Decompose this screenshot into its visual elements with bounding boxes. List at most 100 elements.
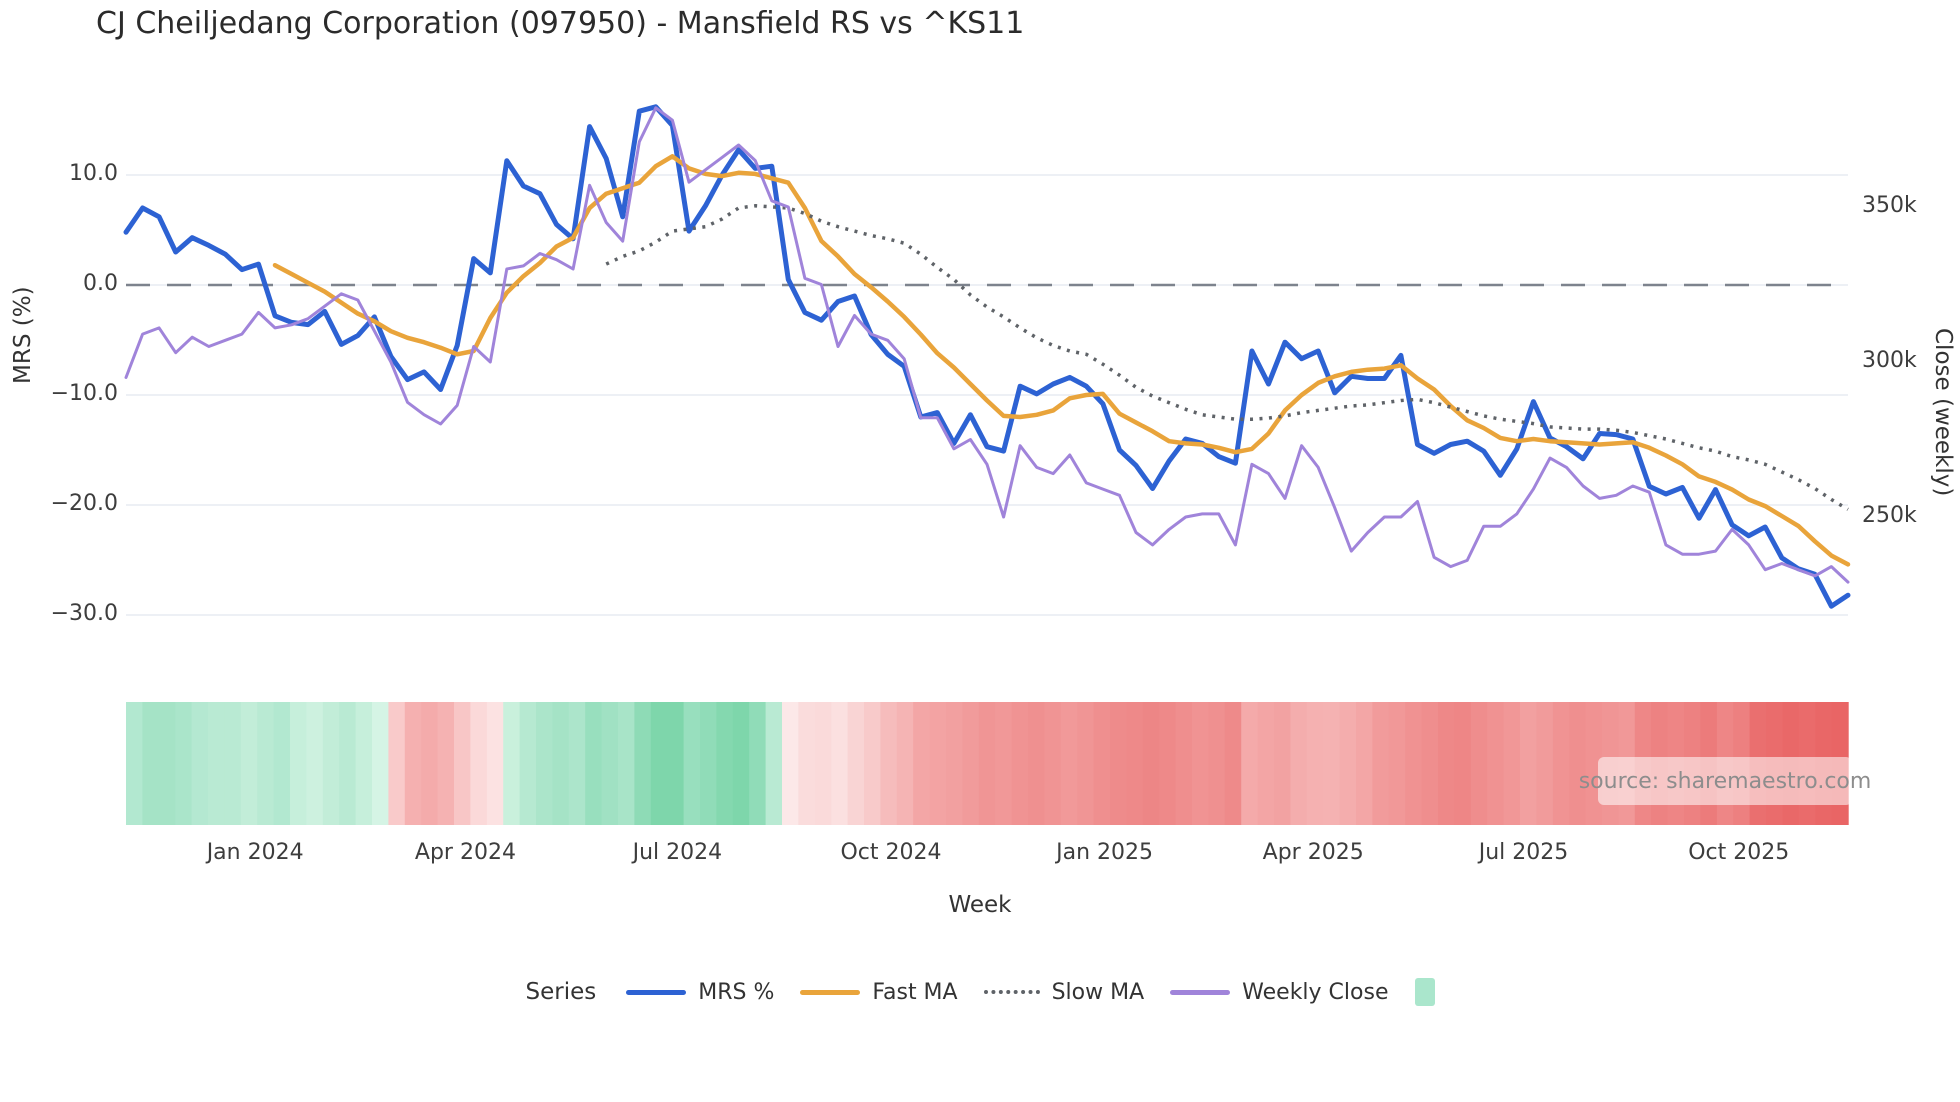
heatmap-cell: [486, 702, 504, 825]
heatmap-cell: [601, 702, 619, 825]
weekly-close-line-swatch-icon: [1170, 989, 1231, 995]
x-axis-title: Week: [948, 892, 1012, 918]
heatmap-cell: [1110, 702, 1128, 825]
heatmap-cell: [1421, 702, 1439, 825]
series-line-fast-ma: [272, 154, 1851, 567]
heatmap-cell: [519, 702, 537, 825]
heatmap-cell: [1192, 702, 1210, 825]
legend-item-weekly-close: Weekly Close: [1170, 979, 1389, 1005]
heatmap-cell: [1093, 702, 1111, 825]
heatmap-cell: [1569, 702, 1587, 825]
heatmap-cell: [831, 702, 849, 825]
slow-ma-dotted-swatch-icon: [983, 990, 1040, 994]
heatmap-cell: [503, 702, 521, 825]
heatmap-cell: [1257, 702, 1275, 825]
x-axis-tick: Oct 2024: [840, 840, 942, 865]
heatmap-cell: [1060, 702, 1078, 825]
heatmap-cell: [388, 702, 406, 825]
legend-label-slow-ma: Slow MA: [1051, 979, 1145, 1005]
heatmap-cell: [1241, 702, 1259, 825]
heatmap-cell: [1405, 702, 1423, 825]
series-line-weekly-close: [124, 106, 1850, 584]
heatmap-cell: [454, 702, 472, 825]
left-axis-title: MRS (%): [10, 286, 36, 384]
heatmap-cell: [568, 702, 586, 825]
heatmap-cell: [896, 702, 914, 825]
y-axis-tick-right: 350k: [1862, 193, 1917, 218]
heatmap-cell: [1175, 702, 1193, 825]
heatmap-cell: [1323, 702, 1341, 825]
heatmap-cell: [814, 702, 832, 825]
heatmap-cell: [1306, 702, 1324, 825]
y-axis-tick-left: −30.0: [50, 601, 118, 626]
heatmap-cell: [404, 702, 422, 825]
heatmap-cell: [1552, 702, 1570, 825]
chart-title: CJ Cheiljedang Corporation (097950) - Ma…: [96, 6, 1025, 41]
x-axis-tick: Apr 2024: [414, 840, 516, 865]
heatmap-cell: [880, 702, 898, 825]
heatmap-cell: [1028, 702, 1046, 825]
mrs-line-swatch-icon: [626, 989, 687, 995]
heatmap-cell: [273, 702, 291, 825]
x-axis-tick: Oct 2025: [1688, 840, 1790, 865]
heatmap-cell: [290, 702, 308, 825]
heatmap-cell: [1159, 702, 1177, 825]
heatmap-cell: [339, 702, 357, 825]
heatmap-cell: [683, 702, 701, 825]
heatmap-cell: [1487, 702, 1505, 825]
x-axis-tick: Jul 2025: [1478, 840, 1569, 865]
heatmap-cell: [765, 702, 783, 825]
y-axis-tick-left: −20.0: [50, 491, 118, 516]
heatmap-cell: [126, 702, 144, 825]
heatmap-cell: [1520, 702, 1538, 825]
heatmap-cell: [257, 702, 275, 825]
heatmap-cell: [634, 702, 652, 825]
heatmap-cell: [650, 702, 668, 825]
heatmap-cell: [421, 702, 439, 825]
heatmap-swatch-icon: [1414, 978, 1435, 1006]
heatmap-cell: [552, 702, 570, 825]
series-line-mrs-: [123, 104, 1851, 609]
x-axis-tick: Apr 2025: [1262, 840, 1364, 865]
heatmap-cell: [1470, 702, 1488, 825]
heatmap-cell: [585, 702, 603, 825]
heatmap-cell: [782, 702, 800, 825]
heatmap-cell: [224, 702, 242, 825]
x-axis-tick: Jul 2024: [632, 840, 723, 865]
heatmap-cell: [536, 702, 554, 825]
heatmap-cell: [142, 702, 160, 825]
right-axis-title: Close (weekly): [1930, 328, 1956, 497]
heatmap-cell: [240, 702, 258, 825]
heatmap-cell: [470, 702, 488, 825]
y-axis-tick-left: 10.0: [69, 161, 118, 186]
heatmap-cell: [667, 702, 685, 825]
legend-item-fast-ma: Fast MA: [800, 980, 958, 1005]
heatmap-cell: [749, 702, 767, 825]
y-axis-tick-left: 0.0: [83, 271, 118, 296]
heatmap-cell: [191, 702, 209, 825]
heatmap-cell: [1503, 702, 1521, 825]
heatmap-cell: [1077, 702, 1095, 825]
heatmap-cell: [355, 702, 373, 825]
heatmap-cell: [208, 702, 226, 825]
x-axis-tick: Jan 2024: [206, 840, 304, 865]
heatmap-cell: [158, 702, 176, 825]
heatmap-cell: [1126, 702, 1144, 825]
legend-label-weekly-close: Weekly Close: [1242, 979, 1389, 1005]
heatmap-cell: [962, 702, 980, 825]
heatmap-cell: [847, 702, 865, 825]
heatmap-cell: [1388, 702, 1406, 825]
y-axis-tick-right: 250k: [1862, 503, 1917, 528]
heatmap-cell: [913, 702, 931, 825]
heatmap-cell: [175, 702, 193, 825]
heatmap-cell: [1339, 702, 1357, 825]
heatmap-cell: [798, 702, 816, 825]
legend: Series MRS % Fast MA Slow MA Weekly Clos…: [0, 978, 1960, 1006]
heatmap-cell: [716, 702, 734, 825]
y-axis-tick-right: 300k: [1862, 348, 1917, 373]
heatmap-cell: [1454, 702, 1472, 825]
legend-item-slow-ma: Slow MA: [983, 979, 1145, 1005]
heatmap-cell: [995, 702, 1013, 825]
heatmap-cell: [1536, 702, 1554, 825]
